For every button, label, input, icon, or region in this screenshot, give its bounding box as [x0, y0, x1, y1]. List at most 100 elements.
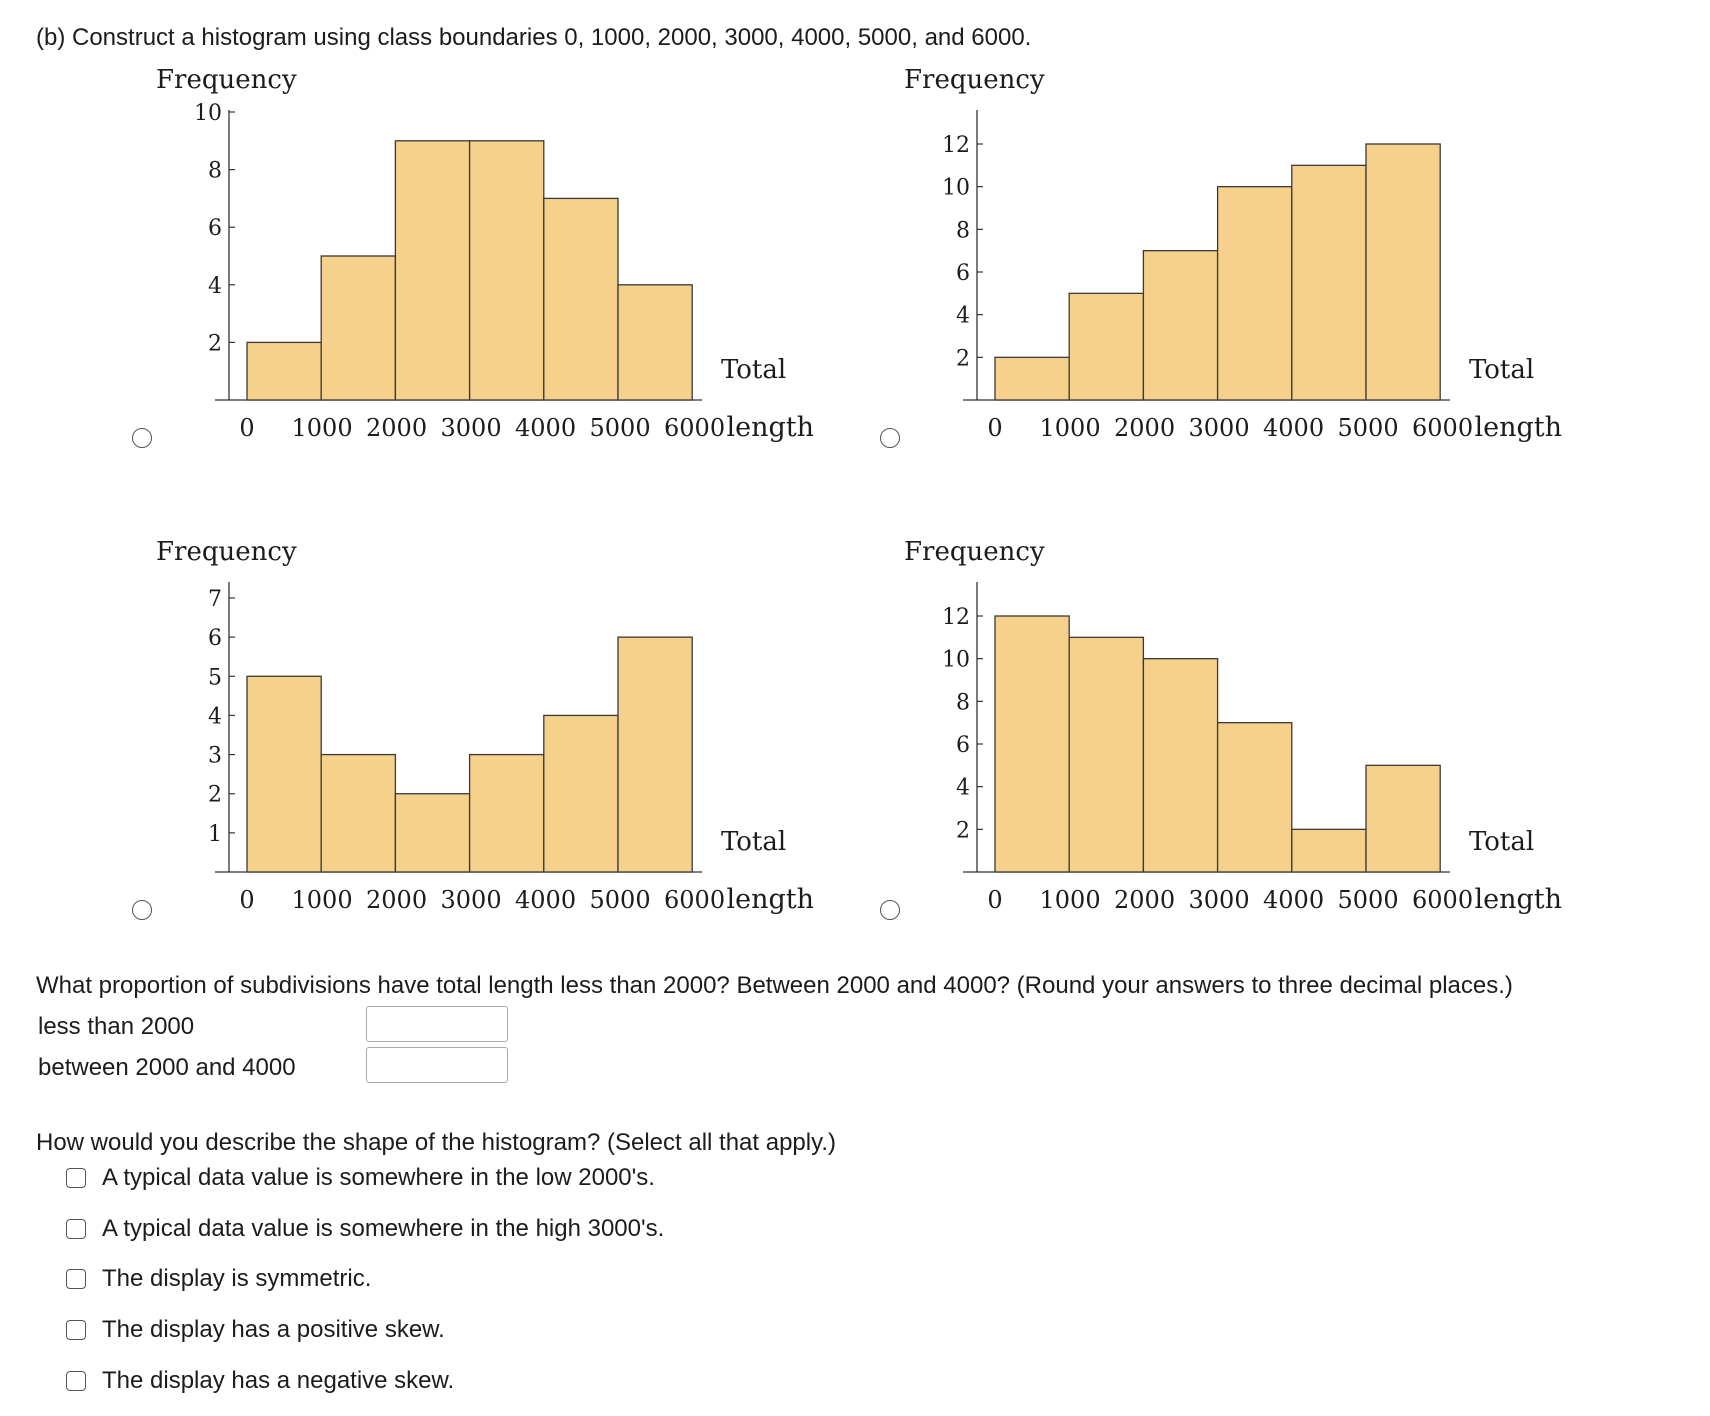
y-axis-label: Frequency	[156, 537, 297, 567]
histogram-option-1-radio[interactable]	[132, 428, 152, 448]
x-tick-label: 0	[987, 886, 1002, 914]
shape-option-low-2000s[interactable]: A typical data value is somewhere in the…	[66, 1163, 655, 1193]
x-tick-label: 1000	[292, 886, 353, 914]
histogram-option-4-radio[interactable]	[880, 900, 900, 920]
y-tick-label: 4	[956, 776, 970, 801]
y-tick-label: 8	[956, 218, 970, 243]
between-2000-and-4000-input[interactable]	[366, 1047, 508, 1083]
x-tick-label: 2000	[1114, 414, 1175, 442]
y-axis-label: Frequency	[904, 65, 1045, 95]
x-axis-label-total: Total	[1469, 827, 1534, 857]
x-axis-label-length: length	[1475, 412, 1563, 443]
histogram-bar	[617, 284, 693, 401]
y-tick-label: 2	[208, 783, 222, 808]
shape-option-symmetric[interactable]: The display is symmetric.	[66, 1264, 371, 1294]
y-tick-label: 10	[942, 176, 970, 201]
shape-question-prompt: How would you describe the shape of the …	[36, 1129, 836, 1156]
checkbox-icon[interactable]	[66, 1168, 86, 1188]
histogram-bar	[1216, 722, 1293, 873]
x-tick-label: 2000	[1114, 886, 1175, 914]
x-tick-label: 0	[239, 414, 254, 442]
checkbox-icon[interactable]	[66, 1371, 86, 1391]
histogram-bar	[1365, 143, 1441, 401]
histogram-option-2-radio[interactable]	[880, 428, 900, 448]
y-tick-label: 2	[956, 818, 970, 843]
x-tick-label: 3000	[1189, 414, 1250, 442]
y-tick-label: 8	[208, 159, 222, 184]
x-axis-label-total: Total	[721, 355, 786, 385]
less-than-2000-label: less than 2000	[38, 1013, 195, 1040]
y-axis-label: Frequency	[156, 65, 297, 95]
x-axis-label-length: length	[1475, 884, 1563, 915]
y-tick-label: 12	[942, 133, 970, 158]
x-tick-label: 5000	[590, 886, 651, 914]
histogram-bar	[994, 356, 1070, 401]
x-tick-label: 3000	[1189, 886, 1250, 914]
histogram-bar	[1142, 658, 1219, 873]
shape-option-label: The display has a positive skew.	[102, 1316, 445, 1343]
x-tick-label: 1000	[1040, 414, 1101, 442]
y-axis-label: Frequency	[904, 537, 1045, 567]
y-tick-label: 10	[194, 101, 222, 126]
y-tick-label: 10	[942, 648, 970, 673]
between-2000-and-4000-label: between 2000 and 4000	[38, 1054, 296, 1081]
shape-option-positive-skew[interactable]: The display has a positive skew.	[66, 1315, 445, 1345]
histogram-bar	[468, 753, 545, 873]
x-tick-label: 1000	[1040, 886, 1101, 914]
y-tick-label: 5	[208, 665, 222, 690]
y-tick-label: 8	[956, 690, 970, 715]
histogram-bar	[394, 793, 471, 873]
histogram-bar	[320, 255, 397, 401]
histogram-bar	[543, 714, 619, 873]
histogram-bar	[394, 140, 471, 401]
x-tick-label: 5000	[1338, 414, 1399, 442]
y-tick-label: 4	[208, 704, 222, 729]
shape-option-label: A typical data value is somewhere in the…	[102, 1215, 665, 1242]
x-tick-label: 1000	[292, 414, 353, 442]
x-tick-label: 3000	[441, 414, 502, 442]
checkbox-icon[interactable]	[66, 1219, 86, 1239]
x-axis-label-total: Total	[721, 827, 786, 857]
y-tick-label: 7	[208, 587, 222, 612]
x-tick-label: 6000	[1412, 414, 1473, 442]
y-tick-label: 6	[208, 216, 222, 241]
x-axis-label-length: length	[727, 412, 815, 443]
shape-option-label: The display is symmetric.	[102, 1265, 372, 1292]
histogram-option-3-radio[interactable]	[132, 900, 152, 920]
checkbox-icon[interactable]	[66, 1269, 86, 1289]
y-tick-label: 12	[942, 605, 970, 630]
x-tick-label: 4000	[1263, 886, 1324, 914]
y-tick-label: 6	[956, 261, 970, 286]
x-tick-label: 5000	[590, 414, 651, 442]
histogram-bar	[1365, 764, 1441, 873]
x-tick-label: 4000	[1263, 414, 1324, 442]
x-tick-label: 2000	[366, 886, 427, 914]
checkbox-icon[interactable]	[66, 1320, 86, 1340]
shape-option-label: A typical data value is somewhere in the…	[102, 1164, 655, 1191]
x-tick-label: 0	[239, 886, 254, 914]
histogram-bar	[468, 140, 545, 401]
y-tick-label: 6	[208, 626, 222, 651]
x-tick-label: 0	[987, 414, 1002, 442]
x-tick-label: 4000	[515, 414, 576, 442]
histogram-bar	[1291, 828, 1367, 873]
histogram-bar	[320, 753, 397, 873]
y-tick-label: 2	[208, 331, 222, 356]
histogram-bar	[1216, 186, 1293, 401]
shape-option-high-3000s[interactable]: A typical data value is somewhere in the…	[66, 1214, 664, 1244]
x-axis-label-total: Total	[1469, 355, 1534, 385]
y-tick-label: 3	[208, 744, 222, 769]
histogram-bar	[1068, 292, 1145, 401]
histogram-bar	[246, 341, 322, 401]
shape-option-label: The display has a negative skew.	[102, 1367, 455, 1394]
x-tick-label: 6000	[664, 414, 725, 442]
less-than-2000-input[interactable]	[366, 1006, 508, 1042]
histogram-bar	[1068, 636, 1145, 873]
histogram-bar	[246, 675, 322, 873]
histogram-bar	[1291, 164, 1367, 401]
y-tick-label: 1	[208, 822, 222, 847]
y-tick-label: 6	[956, 733, 970, 758]
y-tick-label: 2	[956, 346, 970, 371]
shape-option-negative-skew[interactable]: The display has a negative skew.	[66, 1366, 454, 1396]
